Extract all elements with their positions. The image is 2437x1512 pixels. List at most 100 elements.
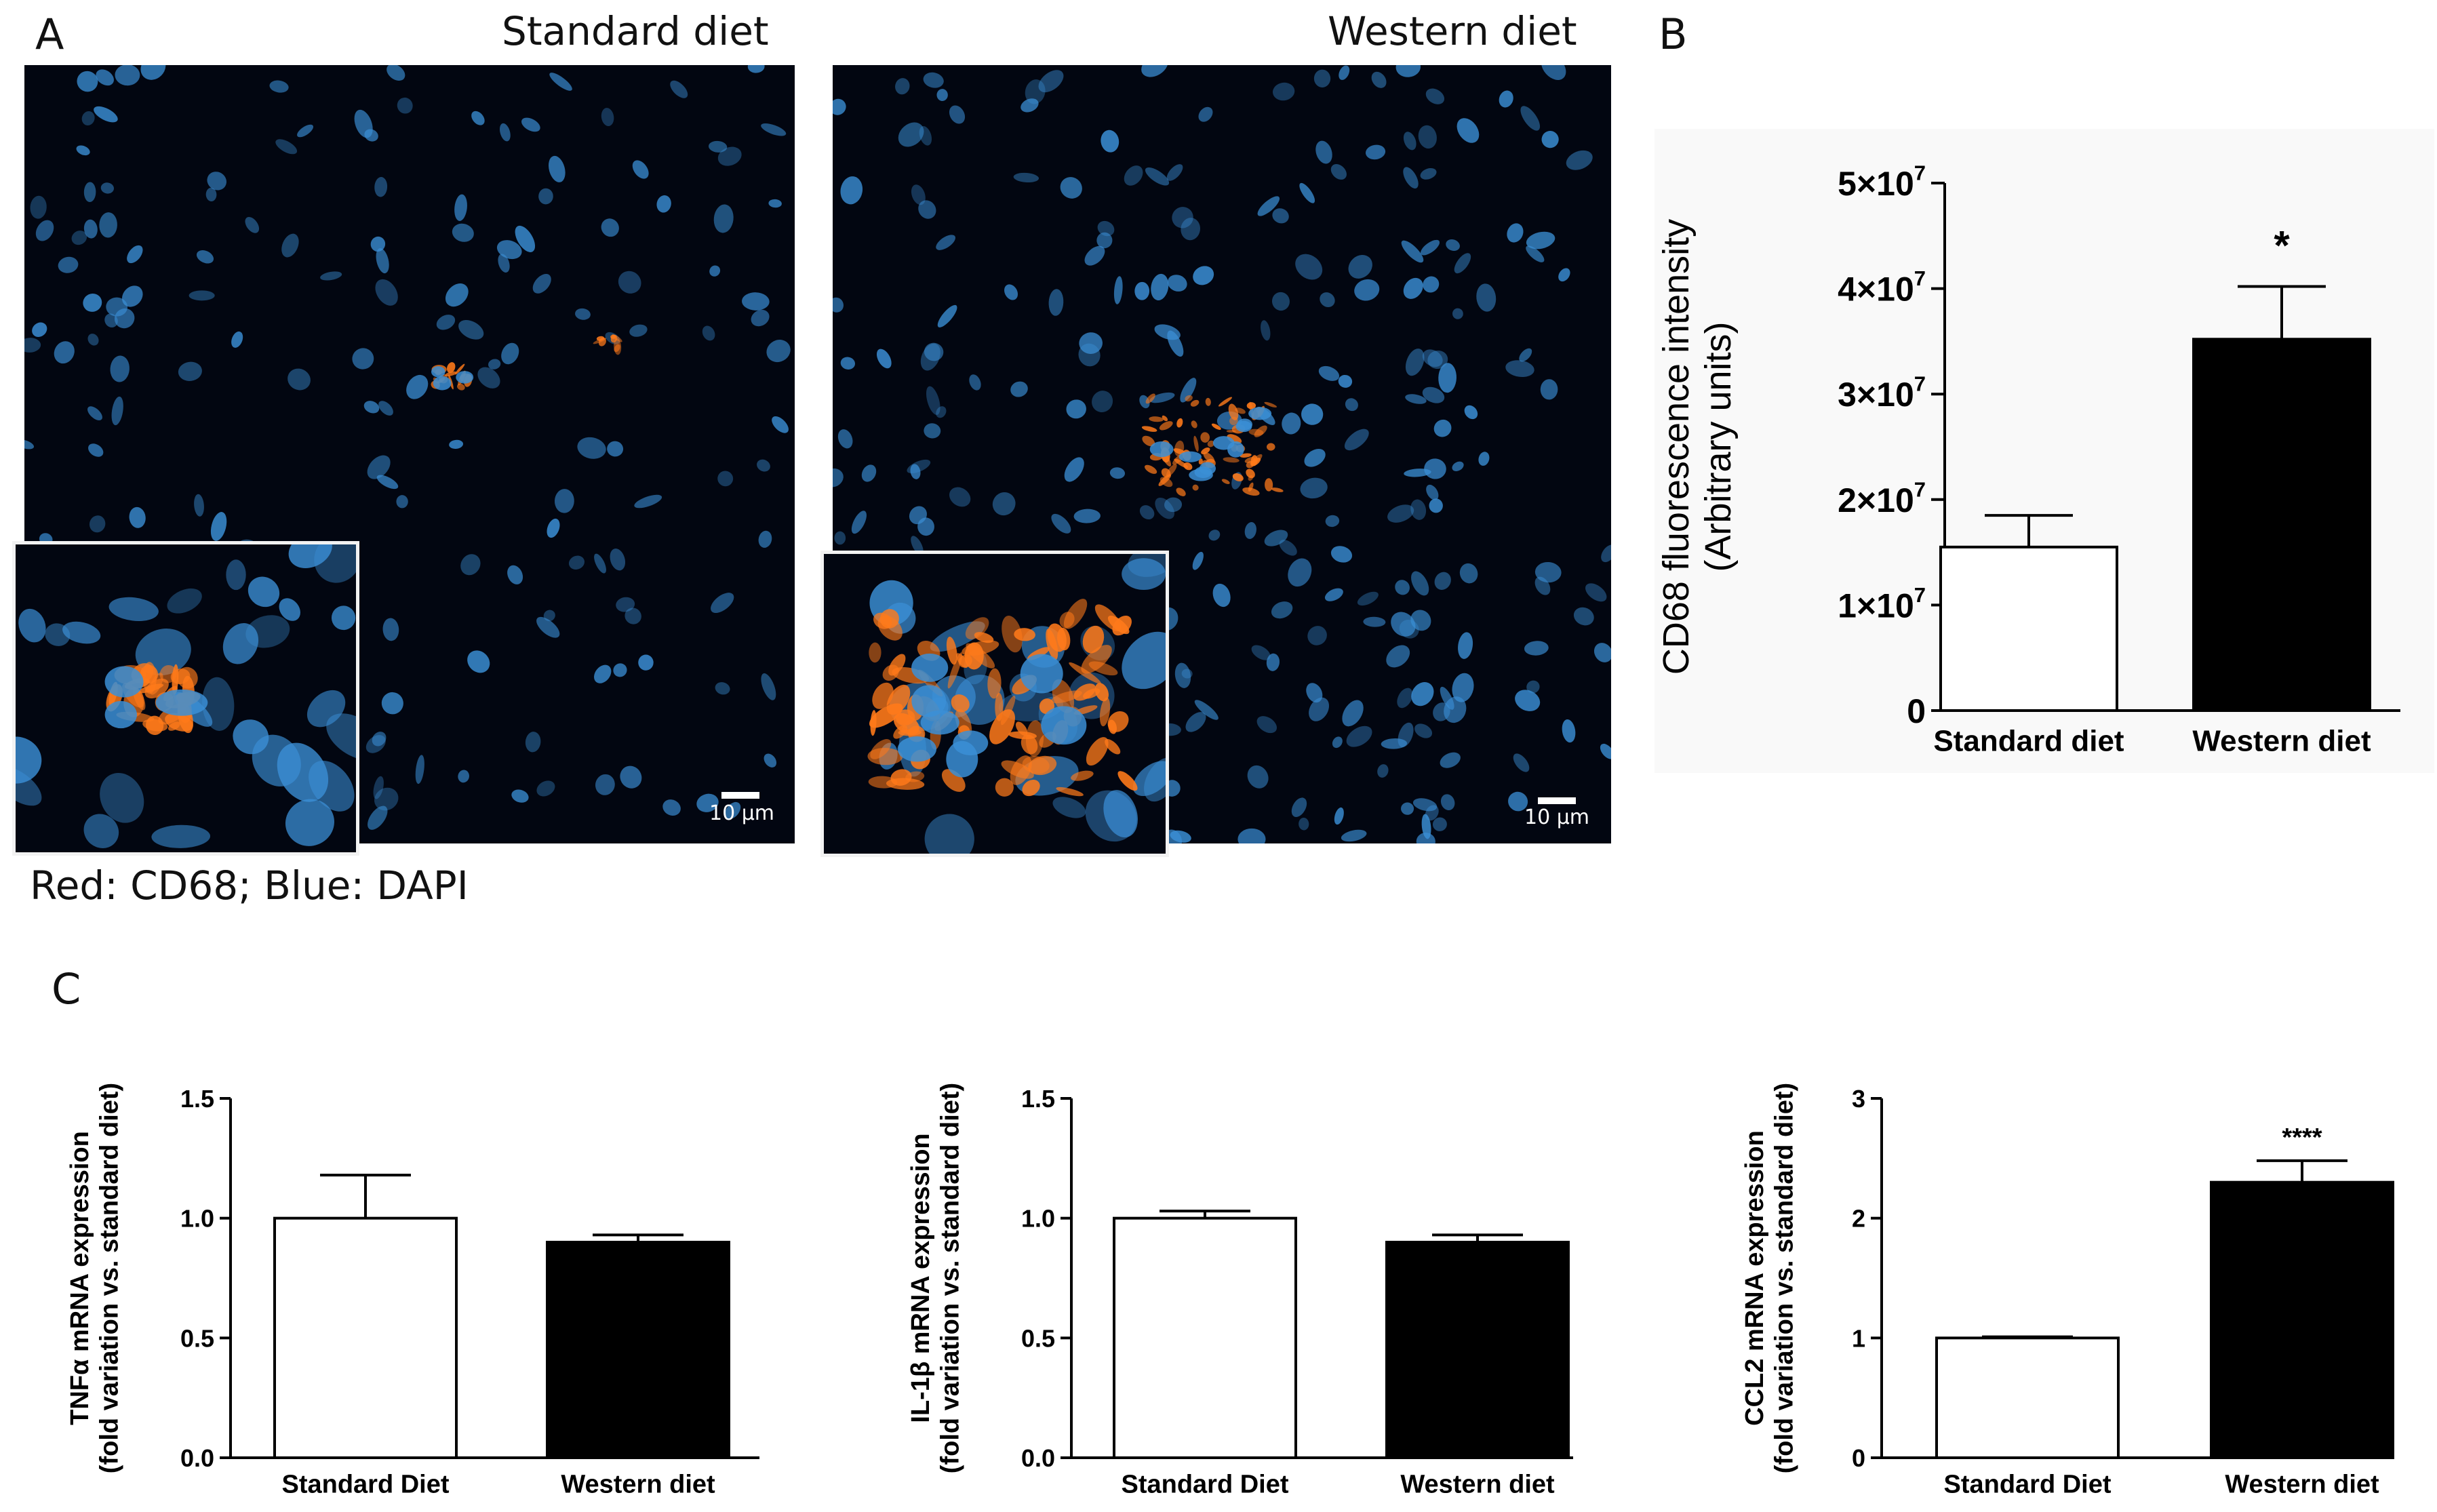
nucleus	[396, 495, 408, 509]
y-tick-label: 1.0	[1021, 1205, 1055, 1233]
significance-marker: ****	[2282, 1123, 2322, 1152]
y-tick-label: 2	[1852, 1205, 1865, 1233]
nucleus	[1301, 403, 1324, 425]
nucleus	[1520, 106, 1541, 131]
nucleus	[1438, 363, 1457, 393]
nucleus	[936, 406, 947, 418]
nucleus	[577, 437, 606, 459]
nucleus	[1124, 165, 1143, 186]
nucleus	[1325, 515, 1340, 528]
nucleus	[431, 366, 445, 378]
nucleus	[1279, 540, 1297, 556]
stain-legend: Red: CD68; Blue: DAPI	[30, 862, 469, 909]
cd68-signal	[596, 336, 605, 341]
nucleus	[1405, 394, 1427, 404]
x-category-label: Western diet	[2225, 1470, 2379, 1498]
nucleus	[275, 139, 298, 155]
nucleus	[1424, 458, 1446, 479]
nucleus	[713, 204, 734, 233]
nucleus	[231, 331, 243, 348]
bar-western-diet	[1385, 1241, 1570, 1459]
cd68-signal	[869, 703, 903, 728]
cd68-signal	[1192, 484, 1199, 491]
nucleus	[924, 423, 941, 439]
nucleus	[1247, 765, 1269, 789]
nucleus	[1410, 610, 1431, 631]
bar-standard-diet	[1939, 545, 2118, 712]
nucleus	[1416, 833, 1435, 843]
nucleus	[35, 220, 54, 241]
nucleus	[374, 787, 399, 811]
nucleus	[1513, 753, 1530, 772]
nucleus	[1422, 349, 1443, 367]
nucleus	[1096, 232, 1113, 249]
nucleus	[1405, 349, 1425, 376]
nucleus	[1164, 497, 1183, 513]
nucleus	[111, 396, 123, 426]
cd68-signal	[1223, 457, 1240, 463]
nucleus	[1386, 645, 1410, 668]
cd68-signal	[1145, 393, 1155, 404]
cd68-signal	[1226, 430, 1236, 433]
nucleus	[375, 279, 398, 306]
nucleus	[285, 799, 335, 846]
y-axis-label: IL-1β mRNA expression(fold variation vs.…	[907, 1083, 965, 1473]
bar-standard-diet	[1935, 1336, 2120, 1460]
nucleus	[768, 199, 782, 208]
nucleus	[709, 265, 721, 277]
nucleus	[949, 487, 971, 507]
cd68-signal	[1099, 697, 1111, 727]
nucleus	[205, 187, 217, 202]
nucleus	[1282, 412, 1301, 435]
nucleus	[1122, 631, 1166, 690]
nucleus	[1025, 79, 1046, 104]
x-category-label: Standard diet	[1933, 724, 2124, 757]
nucleus	[1429, 498, 1443, 513]
x-category-label: Standard Diet	[1943, 1470, 2111, 1498]
nucleus	[1446, 239, 1460, 251]
nucleus	[594, 553, 606, 574]
nucleus	[374, 176, 388, 197]
nucleus	[458, 770, 469, 783]
nucleus	[1256, 716, 1277, 734]
nucleus	[306, 690, 346, 728]
nucleus	[840, 176, 863, 205]
nucleus	[638, 654, 654, 671]
cd68-signal	[1193, 435, 1199, 452]
nucleus	[1041, 706, 1087, 745]
nucleus	[507, 565, 523, 584]
cd68-signal	[1141, 426, 1157, 432]
nucleus	[1401, 802, 1414, 815]
nucleus	[1194, 466, 1212, 479]
nucleus	[1109, 467, 1126, 479]
cd68-signal	[1162, 415, 1168, 422]
nucleus	[245, 216, 260, 233]
nucleus	[911, 685, 947, 717]
nucleus	[76, 145, 90, 156]
nucleus	[376, 247, 389, 274]
nucleus	[54, 341, 75, 364]
nucleus	[445, 283, 469, 307]
nucleus	[1078, 343, 1101, 367]
y-tick-label: 2×107	[1838, 477, 1926, 519]
nucleus	[625, 608, 641, 624]
nucleus	[1593, 643, 1611, 662]
nucleus	[1079, 332, 1103, 354]
nucleus	[326, 713, 356, 761]
scale-bar-left	[721, 792, 759, 799]
cd68-signal	[946, 636, 957, 665]
nucleus	[467, 650, 490, 673]
nucleus	[89, 515, 106, 533]
cd68-signal	[989, 709, 1015, 744]
cd68-signal	[457, 383, 465, 391]
nucleus	[861, 464, 877, 482]
nucleus	[1452, 461, 1464, 471]
nucleus	[1507, 223, 1524, 243]
nucleus	[992, 492, 1016, 516]
nucleus	[1073, 509, 1101, 523]
nucleus	[1391, 612, 1416, 637]
cd68-signal	[1015, 721, 1028, 736]
nucleus	[1330, 164, 1347, 180]
nucleus	[458, 320, 484, 340]
nucleus	[594, 664, 612, 683]
